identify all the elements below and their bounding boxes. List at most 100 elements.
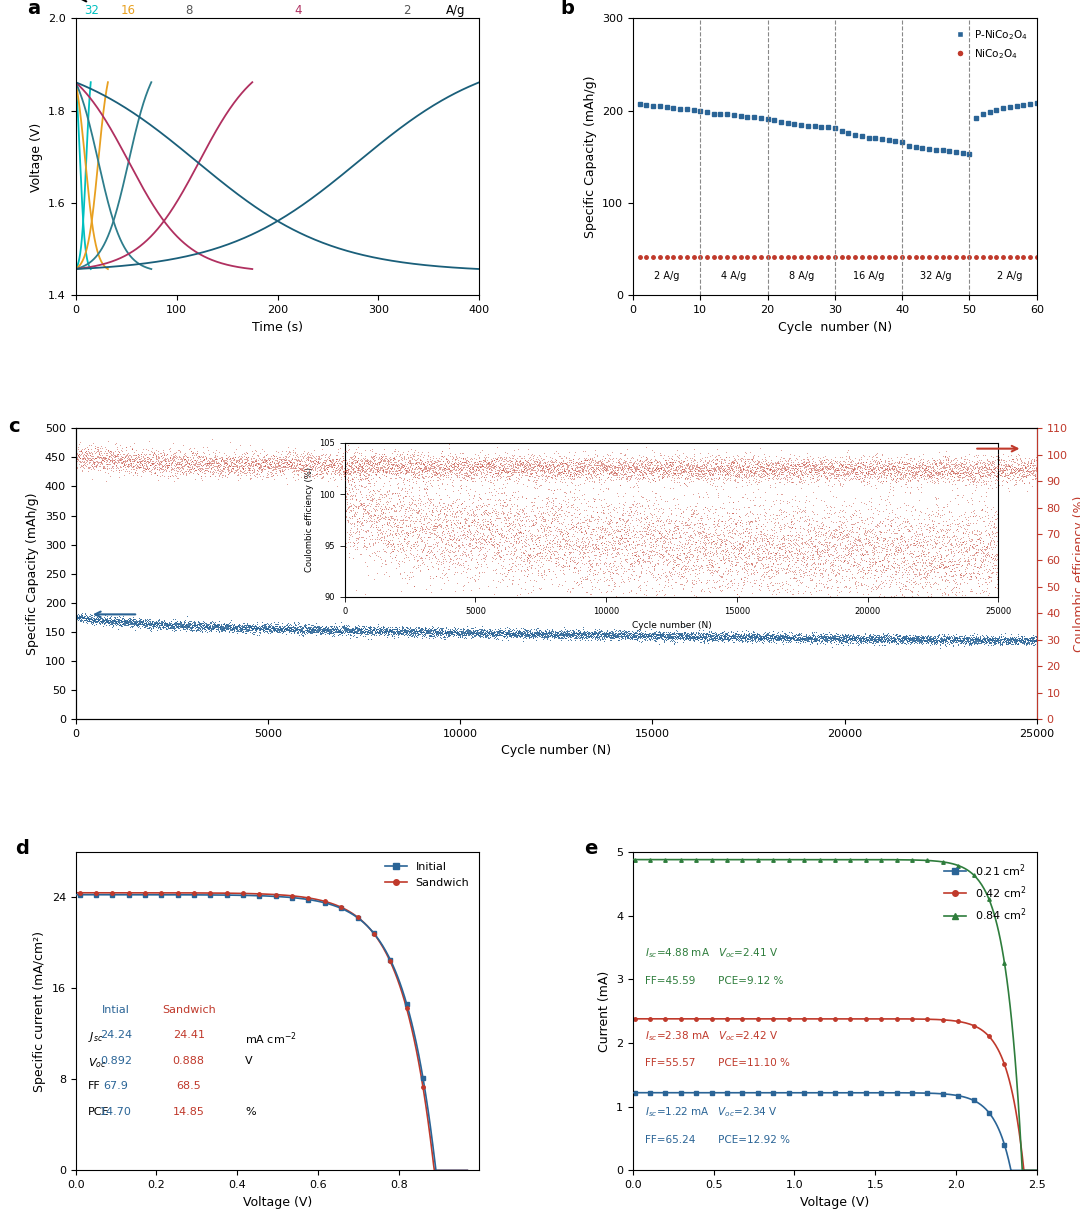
Point [152, 618, 170, 638]
Point [188, 451, 205, 471]
Point [860, 461, 877, 480]
Point [610, 452, 627, 472]
Point [622, 448, 639, 468]
Point [179, 461, 197, 480]
Point [795, 448, 812, 468]
Point [402, 450, 419, 469]
Point [355, 616, 373, 636]
Point [549, 622, 566, 642]
Point [684, 623, 701, 643]
Point [270, 458, 287, 478]
Point [944, 463, 961, 483]
Point [909, 479, 927, 499]
Point [977, 458, 995, 478]
Point [259, 467, 276, 487]
Point [928, 456, 945, 476]
Point [393, 618, 410, 638]
Point [750, 630, 767, 649]
Point [801, 462, 819, 482]
Point [716, 628, 733, 648]
Point [102, 606, 119, 626]
Point [669, 632, 686, 652]
Point [419, 457, 436, 477]
Point [750, 446, 767, 466]
Point [72, 609, 90, 628]
Point [718, 469, 735, 489]
Point [421, 623, 438, 643]
Point [990, 464, 1008, 484]
Point [812, 466, 829, 485]
Point [559, 457, 577, 477]
Point [490, 625, 508, 644]
Point [261, 618, 279, 638]
Point [201, 616, 218, 636]
Point [86, 610, 104, 630]
Point [469, 460, 486, 479]
Point [375, 616, 392, 636]
Point [513, 452, 530, 472]
Point [760, 628, 778, 648]
Point [81, 452, 98, 472]
Point [132, 610, 149, 630]
Point [681, 460, 699, 479]
Point [243, 617, 260, 637]
Point [481, 621, 498, 641]
Point [546, 627, 564, 647]
Point [639, 625, 657, 644]
Point [465, 622, 483, 642]
Point [454, 623, 471, 643]
Point [880, 628, 897, 648]
Point [681, 627, 699, 647]
Point [635, 467, 652, 487]
Point [529, 455, 546, 474]
Point [576, 628, 593, 648]
Point [267, 463, 284, 483]
Point [680, 626, 698, 646]
Point [642, 455, 659, 474]
Point [293, 445, 310, 464]
Text: 16: 16 [121, 4, 136, 17]
Point [527, 623, 544, 643]
Point [134, 460, 151, 479]
Point [312, 460, 329, 479]
Point [407, 621, 424, 641]
Point [287, 618, 305, 638]
Point [321, 622, 338, 642]
Point [384, 618, 402, 638]
Point [280, 456, 297, 476]
Point [926, 632, 943, 652]
Point [300, 622, 318, 642]
Point [726, 450, 743, 469]
Point [620, 626, 637, 646]
Point [197, 446, 214, 466]
Point [288, 622, 306, 642]
Point [435, 626, 453, 646]
Point [152, 615, 170, 634]
Point [712, 450, 729, 469]
Point [96, 614, 113, 633]
Point [796, 630, 813, 649]
Text: 0.892: 0.892 [100, 1056, 132, 1066]
Point [424, 461, 442, 480]
Point [249, 620, 267, 639]
Point [529, 460, 546, 479]
Point [595, 628, 612, 648]
Point [985, 455, 1002, 474]
Point [461, 462, 478, 482]
Point [119, 450, 136, 469]
Point [698, 472, 715, 492]
Point [125, 446, 143, 466]
Point [186, 469, 203, 489]
Point [326, 621, 343, 641]
Point [837, 628, 854, 648]
Point [819, 627, 836, 647]
Point [375, 451, 392, 471]
Point [578, 467, 595, 487]
Point [104, 612, 121, 632]
Point [976, 630, 994, 649]
Point [199, 615, 216, 634]
Point [991, 452, 1009, 472]
Point [224, 620, 241, 639]
Point [326, 457, 343, 477]
Point [895, 455, 913, 474]
